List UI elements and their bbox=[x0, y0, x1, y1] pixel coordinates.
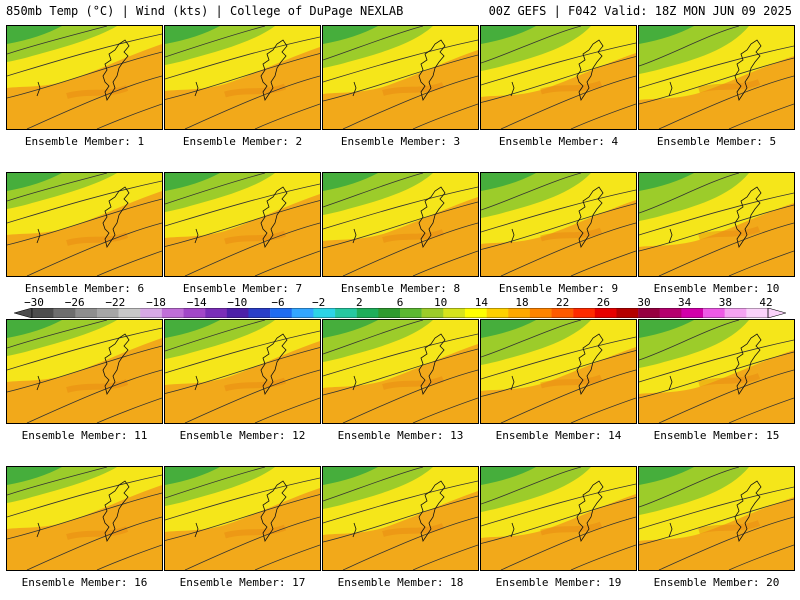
ensemble-map-panel bbox=[322, 25, 479, 130]
colorbar-swatch bbox=[53, 308, 76, 318]
ensemble-member-label: Ensemble Member: 16 bbox=[21, 576, 148, 589]
colorbar-tick-label: 2 bbox=[356, 296, 363, 309]
colorbar-min-arrow bbox=[14, 308, 33, 318]
colorbar-swatch bbox=[161, 308, 184, 318]
ensemble-map-panel bbox=[638, 466, 795, 571]
colorbar-swatch bbox=[551, 308, 574, 318]
colorbar-swatch bbox=[248, 308, 271, 318]
colorbar-tick-label: 34 bbox=[678, 296, 692, 309]
colorbar-tick-label: 30 bbox=[637, 296, 651, 309]
colorbar-tick-label: 26 bbox=[596, 296, 610, 309]
ensemble-member-label: Ensemble Member: 12 bbox=[179, 429, 306, 442]
ensemble-map-panel bbox=[164, 25, 321, 130]
colorbar-swatch bbox=[291, 308, 314, 318]
colorbar-tick-label: 22 bbox=[556, 296, 570, 309]
colorbar-swatch bbox=[746, 308, 769, 318]
ensemble-member-label: Ensemble Member: 9 bbox=[498, 282, 619, 295]
colorbar-tick-label: −18 bbox=[146, 296, 166, 309]
ensemble-map-panel bbox=[480, 466, 637, 571]
ensemble-map-panel bbox=[6, 466, 163, 571]
colorbar-swatch bbox=[486, 308, 509, 318]
colorbar-swatch bbox=[529, 308, 552, 318]
ensemble-map-panel bbox=[638, 25, 795, 130]
ensemble-member-label: Ensemble Member: 7 bbox=[182, 282, 303, 295]
colorbar-tick-label: 38 bbox=[718, 296, 732, 309]
ensemble-map-panel bbox=[164, 466, 321, 571]
colorbar-swatch bbox=[400, 308, 422, 318]
colorbar-swatch bbox=[443, 308, 466, 318]
colorbar-tick-label: 18 bbox=[515, 296, 529, 309]
ensemble-member-label: Ensemble Member: 2 bbox=[182, 135, 303, 148]
ensemble-member-label: Ensemble Member: 4 bbox=[498, 135, 619, 148]
valid-time: 00Z GEFS | F042 Valid: 18Z MON JUN 09 20… bbox=[488, 4, 792, 18]
colorbar-tick-label: −10 bbox=[227, 296, 248, 309]
ensemble-member-label: Ensemble Member: 19 bbox=[495, 576, 622, 589]
ensemble-member-label: Ensemble Member: 17 bbox=[179, 576, 306, 589]
colorbar-swatch bbox=[335, 308, 357, 318]
ensemble-map-panel bbox=[322, 172, 479, 277]
colorbar-swatch bbox=[421, 308, 444, 318]
colorbar-swatch bbox=[638, 308, 660, 318]
ensemble-member-label: Ensemble Member: 6 bbox=[24, 282, 145, 295]
colorbar-tick-label: −14 bbox=[186, 296, 207, 309]
colorbar-swatch bbox=[205, 308, 228, 318]
colorbar-tick-label: −2 bbox=[312, 296, 326, 309]
ensemble-member-label: Ensemble Member: 5 bbox=[656, 135, 777, 148]
ensemble-map-panel bbox=[322, 466, 479, 571]
colorbar-tick-label: −6 bbox=[271, 296, 285, 309]
colorbar-swatch bbox=[378, 308, 401, 318]
ensemble-map-panel bbox=[322, 319, 479, 424]
colorbar bbox=[14, 308, 786, 318]
colorbar-swatch bbox=[659, 308, 682, 318]
colorbar-tick-label: 14 bbox=[474, 296, 488, 309]
colorbar-tick-label: 10 bbox=[434, 296, 448, 309]
colorbar-swatch bbox=[32, 308, 54, 318]
ensemble-map-panel bbox=[638, 172, 795, 277]
colorbar-tick-label: 6 bbox=[396, 296, 404, 309]
colorbar-tick-label: −26 bbox=[64, 296, 85, 309]
colorbar-swatch bbox=[724, 308, 747, 318]
colorbar-swatch bbox=[616, 308, 639, 318]
ensemble-member-label: Ensemble Member: 1 bbox=[24, 135, 145, 148]
colorbar-swatch bbox=[681, 308, 704, 318]
colorbar-swatch bbox=[508, 308, 531, 318]
colorbar-swatch bbox=[573, 308, 596, 318]
chart-title: 850mb Temp (°C) | Wind (kts) | College o… bbox=[6, 4, 404, 18]
colorbar-swatch bbox=[118, 308, 141, 318]
ensemble-member-label: Ensemble Member: 10 bbox=[653, 282, 780, 295]
ensemble-member-label: Ensemble Member: 15 bbox=[653, 429, 780, 442]
colorbar-max-arrow bbox=[767, 308, 786, 318]
colorbar-swatch bbox=[75, 308, 98, 318]
colorbar-swatch bbox=[464, 308, 487, 318]
ensemble-map-panel bbox=[6, 172, 163, 277]
colorbar-swatch bbox=[226, 308, 249, 318]
colorbar-swatch bbox=[183, 308, 206, 318]
colorbar-swatch bbox=[140, 308, 163, 318]
ensemble-member-label: Ensemble Member: 11 bbox=[21, 429, 148, 442]
ensemble-map-panel bbox=[164, 172, 321, 277]
colorbar-swatch bbox=[270, 308, 292, 318]
colorbar-tick-label: −30 bbox=[24, 296, 44, 309]
ensemble-map-panel bbox=[480, 172, 637, 277]
ensemble-member-label: Ensemble Member: 13 bbox=[337, 429, 464, 442]
colorbar-swatch bbox=[356, 308, 379, 318]
ensemble-member-label: Ensemble Member: 14 bbox=[495, 429, 622, 442]
ensemble-map-panel bbox=[480, 319, 637, 424]
ensemble-member-label: Ensemble Member: 8 bbox=[340, 282, 461, 295]
ensemble-map-panel bbox=[6, 25, 163, 130]
ensemble-map-panel bbox=[164, 319, 321, 424]
ensemble-member-label: Ensemble Member: 20 bbox=[653, 576, 780, 589]
colorbar-swatch bbox=[313, 308, 336, 318]
ensemble-map-panel bbox=[638, 319, 795, 424]
colorbar-swatch bbox=[96, 308, 119, 318]
ensemble-map-panel bbox=[480, 25, 637, 130]
ensemble-map-panel bbox=[6, 319, 163, 424]
colorbar-swatch bbox=[594, 308, 617, 318]
colorbar-tick-label: 42 bbox=[759, 296, 773, 309]
colorbar-tick-label: −22 bbox=[105, 296, 126, 309]
colorbar-swatch bbox=[703, 308, 725, 318]
ensemble-member-label: Ensemble Member: 3 bbox=[340, 135, 461, 148]
ensemble-member-label: Ensemble Member: 18 bbox=[337, 576, 464, 589]
